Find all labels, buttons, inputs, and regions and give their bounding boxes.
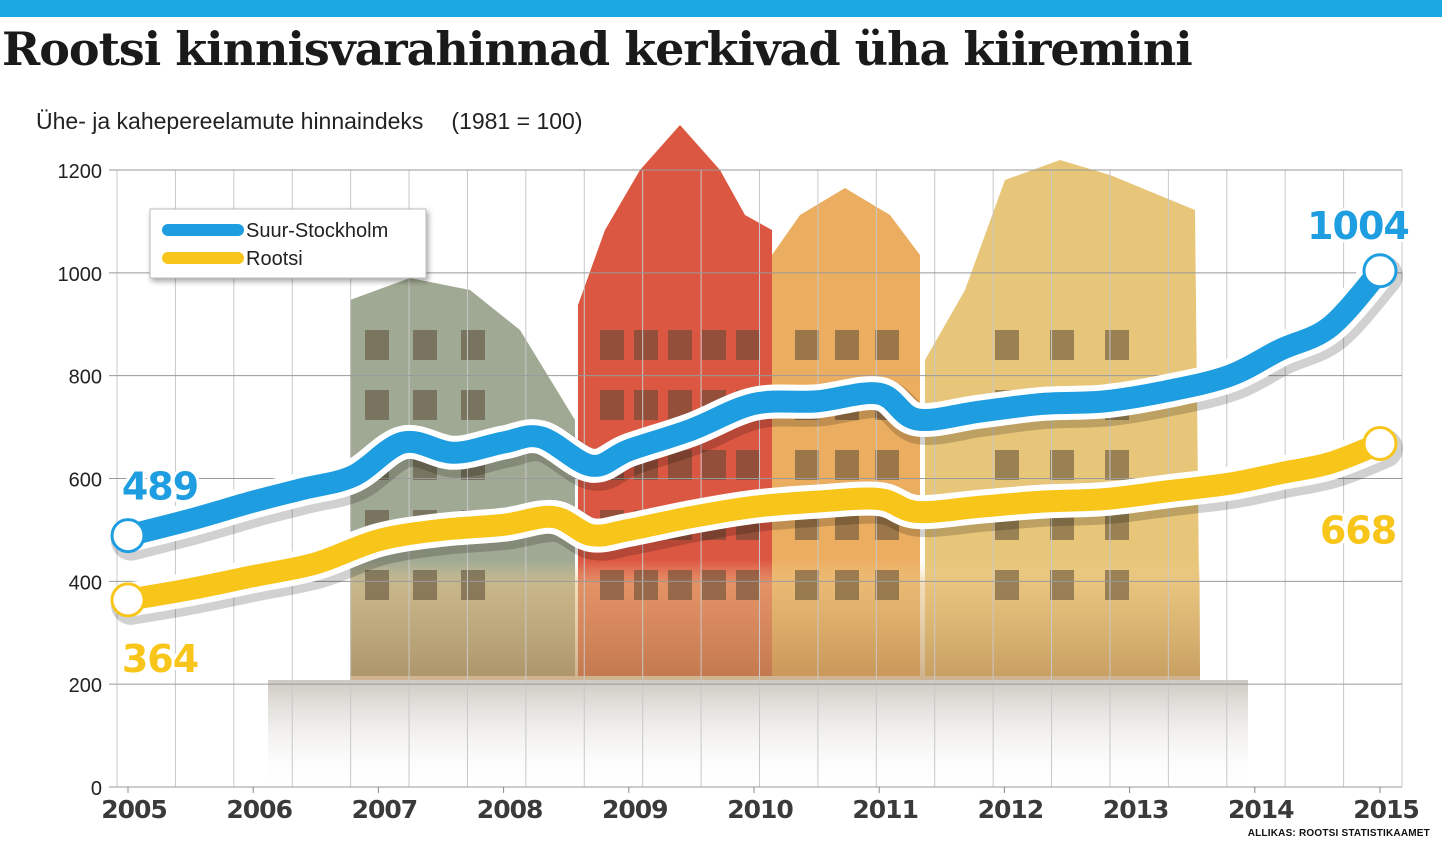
series-line-stockholm (117, 259, 1391, 547)
chart-title: Rootsi kinnisvarahinnad kerkivad üha kii… (2, 22, 1193, 76)
base-year-note: (1981 = 100) (451, 108, 583, 134)
series-line-sweden (117, 432, 1391, 611)
chart-subtitle: Ühe- ja kahepereelamute hinnaindeks (1981… (36, 108, 583, 135)
index-name: Ühe- ja kahepereelamute hinnaindeks (36, 108, 424, 134)
legend-box (149, 208, 427, 279)
x-tick-label: 2011 (852, 795, 918, 824)
x-tick-label: 2005 (101, 795, 167, 824)
x-tick-label: 2010 (727, 795, 793, 824)
y-tick-label: 1200 (58, 161, 103, 183)
x-tick-label: 2012 (978, 795, 1044, 824)
series-point-sweden (1362, 426, 1398, 462)
data-label-sweden-start: 364 (122, 637, 198, 681)
series-layer (110, 253, 1403, 625)
data-label-sweden-end: 668 (1320, 509, 1396, 553)
x-axis-ticks: 2005 2006 2007 2008 2009 2010 2011 2012 2013 2014… (101, 787, 1420, 824)
x-tick-label: 2009 (602, 795, 668, 824)
data-label-stockholm-end: 1004 (1307, 204, 1409, 248)
x-tick-label: 2006 (226, 795, 292, 824)
y-tick-label: 0 (91, 778, 102, 800)
accent-top-bar (0, 0, 1442, 17)
data-labels: 489 1004 364 668 (119, 201, 1413, 684)
series-point-stockholm (1362, 253, 1398, 289)
legend-label-sweden: Rootsi (246, 248, 303, 270)
y-tick-label: 200 (69, 675, 102, 697)
legend-label-stockholm: Suur-Stockholm (246, 220, 388, 242)
x-tick-label: 2015 (1353, 795, 1419, 824)
y-tick-label: 800 (69, 367, 102, 389)
data-label-stockholm-start: 489 (122, 465, 198, 509)
source-note: ALLIKAS: ROOTSI STATISTIKAAMET (1247, 828, 1430, 839)
old-town-illustration (268, 125, 1248, 790)
x-tick-label: 2008 (477, 795, 543, 824)
legend: Suur-Stockholm Rootsi (149, 208, 427, 279)
y-tick-label: 400 (69, 572, 102, 594)
y-tick-label: 600 (69, 470, 102, 492)
y-tick-label: 1000 (58, 264, 103, 286)
series-point-sweden (110, 582, 146, 618)
x-tick-label: 2014 (1228, 795, 1294, 824)
x-tick-label: 2013 (1103, 795, 1169, 824)
x-tick-label: 2007 (352, 795, 418, 824)
y-axis-ticks: 0 200 400 600 800 1000 1200 (58, 161, 103, 800)
series-point-stockholm (110, 518, 146, 554)
